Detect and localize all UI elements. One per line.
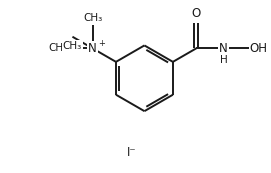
Text: I⁻: I⁻ [127, 146, 137, 159]
Text: CH₃: CH₃ [48, 43, 67, 53]
Text: N: N [219, 42, 228, 55]
Text: N: N [88, 42, 97, 55]
Text: CH₃: CH₃ [83, 13, 102, 23]
Text: CH₃: CH₃ [63, 41, 82, 51]
Text: H: H [220, 55, 227, 65]
Text: OH: OH [250, 42, 267, 55]
Text: O: O [192, 7, 201, 20]
Text: +: + [98, 39, 105, 48]
